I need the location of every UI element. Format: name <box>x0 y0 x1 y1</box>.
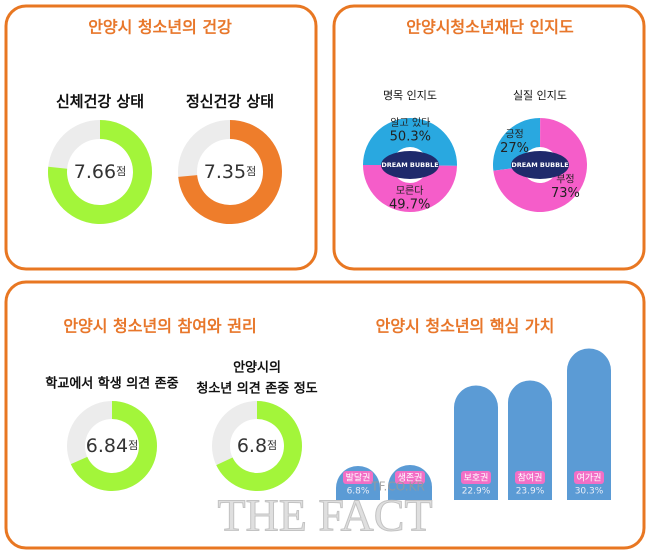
gauge-label: 6.8점 <box>237 435 277 457</box>
bar <box>508 380 552 500</box>
gauge-arc <box>178 120 282 224</box>
panel-title: 안양시 청소년의 핵심 가치 <box>376 317 555 336</box>
gauge-arc <box>216 401 302 491</box>
pie-title: 실질 인지도 <box>513 89 567 102</box>
slice-name: 모른다 <box>396 185 424 197</box>
value-label: 23.9% <box>516 487 545 497</box>
slice-name: 알고 있다 <box>390 117 430 129</box>
gauge-value: 6.84 <box>86 435 128 457</box>
panel-title: 안양시청소년재단 인지도 <box>406 18 574 37</box>
category-label: 보호권 <box>464 472 489 484</box>
logo <box>511 151 569 179</box>
gauge-title: 학교에서 학생 의견 존중 <box>45 376 178 392</box>
value-label: 6.8% <box>347 487 370 497</box>
category-tag <box>515 471 545 484</box>
gauge-value: 6.8 <box>237 435 267 457</box>
pie-slice <box>493 118 587 212</box>
category-label: 여가권 <box>577 472 602 484</box>
slice-value: 49.7% <box>389 197 430 212</box>
panel-title: 안양시 청소년의 건강 <box>88 18 232 37</box>
value-label: 22.9% <box>462 487 491 497</box>
gauge-unit: 점 <box>128 439 138 452</box>
pie-slice <box>363 165 457 212</box>
gauge-unit: 점 <box>267 439 277 452</box>
gauge-title: 정신건강 상태 <box>186 93 274 111</box>
gauge-unit: 점 <box>246 165 256 178</box>
gauge-label: 7.35점 <box>204 161 256 183</box>
gauge-title: 신체건강 상태 <box>56 93 144 111</box>
value-label: 30.3% <box>575 487 604 497</box>
pie-title: 명목 인지도 <box>383 89 437 102</box>
slice-value: 50.3% <box>390 130 431 145</box>
gauge-title: 청소년 의견 존중 정도 <box>196 381 317 397</box>
gauge-arc <box>47 120 152 225</box>
bar <box>567 348 611 500</box>
panel <box>4 4 318 271</box>
logo-text: DREAM BUBBLE <box>511 161 568 169</box>
watermark-brand: THE FACT <box>217 490 432 541</box>
gauge-value: 7.35 <box>204 161 246 183</box>
pie-slice <box>493 118 541 171</box>
gauge-title: 안양시의 <box>233 360 281 376</box>
gauge-arc <box>70 401 157 491</box>
gauge-value: 7.66 <box>74 161 116 183</box>
category-tag <box>574 471 604 484</box>
pie-slice <box>362 117 457 166</box>
slice-value: 73% <box>551 186 580 201</box>
panel-title: 안양시 청소년의 참여와 권리 <box>63 317 256 336</box>
slice-value: 27% <box>500 141 529 156</box>
category-tag <box>395 471 425 484</box>
logo <box>381 151 439 179</box>
gauge-label: 7.66점 <box>74 161 126 183</box>
category-tag <box>343 471 373 484</box>
gauge-label: 6.84점 <box>86 435 138 457</box>
category-label: 발달권 <box>346 472 371 484</box>
category-label: 참여권 <box>518 472 543 484</box>
category-tag <box>461 471 491 484</box>
slice-name: 긍정 <box>505 128 523 140</box>
category-label: 생존권 <box>398 472 423 484</box>
gauge-unit: 점 <box>116 165 126 178</box>
logo-text: DREAM BUBBLE <box>381 161 438 169</box>
watermark-site: TF.CO.KR <box>370 480 424 494</box>
slice-name: 부정 <box>556 174 574 186</box>
